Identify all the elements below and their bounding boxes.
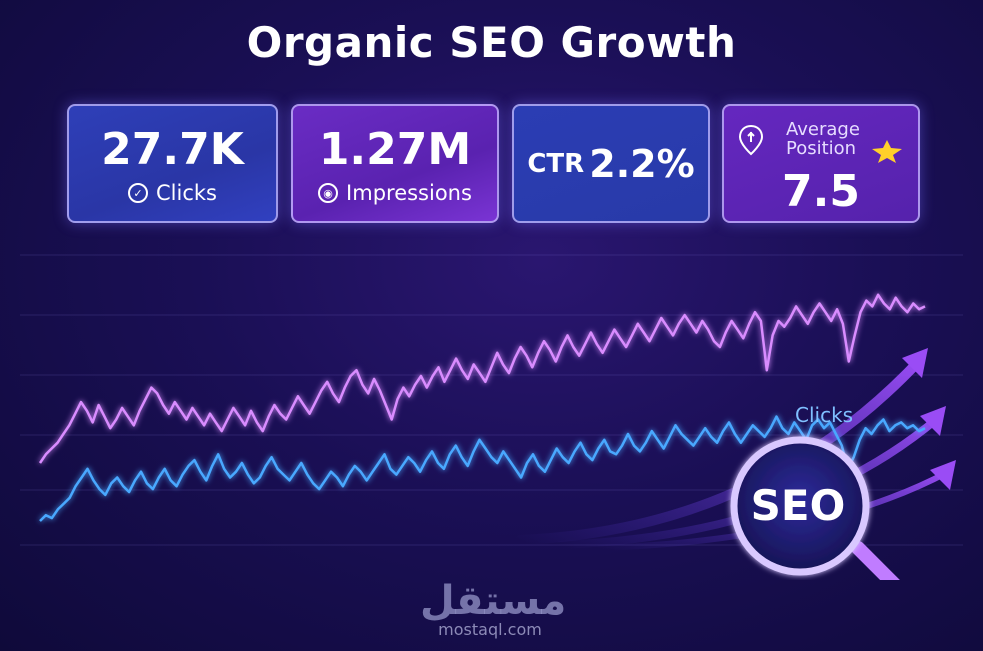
eye-circle-icon: ◉ xyxy=(318,183,339,203)
series-line-impressions xyxy=(38,293,926,464)
ctr-row: CTR 2.2% xyxy=(514,142,708,186)
position-label-line1: Average xyxy=(786,119,860,140)
star-icon xyxy=(872,140,902,163)
ctr-label: CTR xyxy=(527,149,585,179)
impressions-label: Impressions xyxy=(346,181,472,205)
growth-line-chart: Clicks SEO xyxy=(20,254,963,580)
impressions-label-row: ◉ Impressions xyxy=(293,181,497,205)
growth-arrow-head xyxy=(920,406,946,436)
check-circle-icon: ✓ xyxy=(128,183,148,203)
growth-arrow-head xyxy=(930,460,956,490)
ctr-value: 2.2% xyxy=(589,142,695,186)
series-layer xyxy=(38,293,926,522)
ctr-card: CTR 2.2% xyxy=(512,104,710,223)
position-label: Average Position xyxy=(786,120,860,158)
chart-grid xyxy=(20,254,963,546)
clicks-annotation: Clicks xyxy=(795,403,853,427)
watermark-url: mostaql.com xyxy=(438,620,542,639)
average-position-card: Average Position 7.5 xyxy=(722,104,920,223)
impressions-value: 1.27M xyxy=(318,124,472,175)
page-title: Organic SEO Growth xyxy=(246,18,737,67)
seo-badge-text: SEO xyxy=(751,481,846,530)
clicks-card: 27.7K ✓ Clicks xyxy=(67,104,278,223)
watermark-logo: مستقل xyxy=(420,578,567,624)
magnifier-handle xyxy=(851,541,900,580)
clicks-value: 27.7K xyxy=(101,124,244,175)
clicks-label: Clicks xyxy=(156,181,217,205)
growth-arrow-head xyxy=(902,348,928,378)
position-label-line2: Position xyxy=(786,138,857,159)
location-pin-icon xyxy=(738,124,764,156)
position-value: 7.5 xyxy=(782,166,860,217)
magnifying-glass-icon xyxy=(730,436,870,576)
series-line-clicks xyxy=(39,415,926,522)
impressions-card: 1.27M ◉ Impressions xyxy=(291,104,499,223)
seo-badge: SEO xyxy=(730,436,900,580)
clicks-label-row: ✓ Clicks xyxy=(69,181,276,205)
